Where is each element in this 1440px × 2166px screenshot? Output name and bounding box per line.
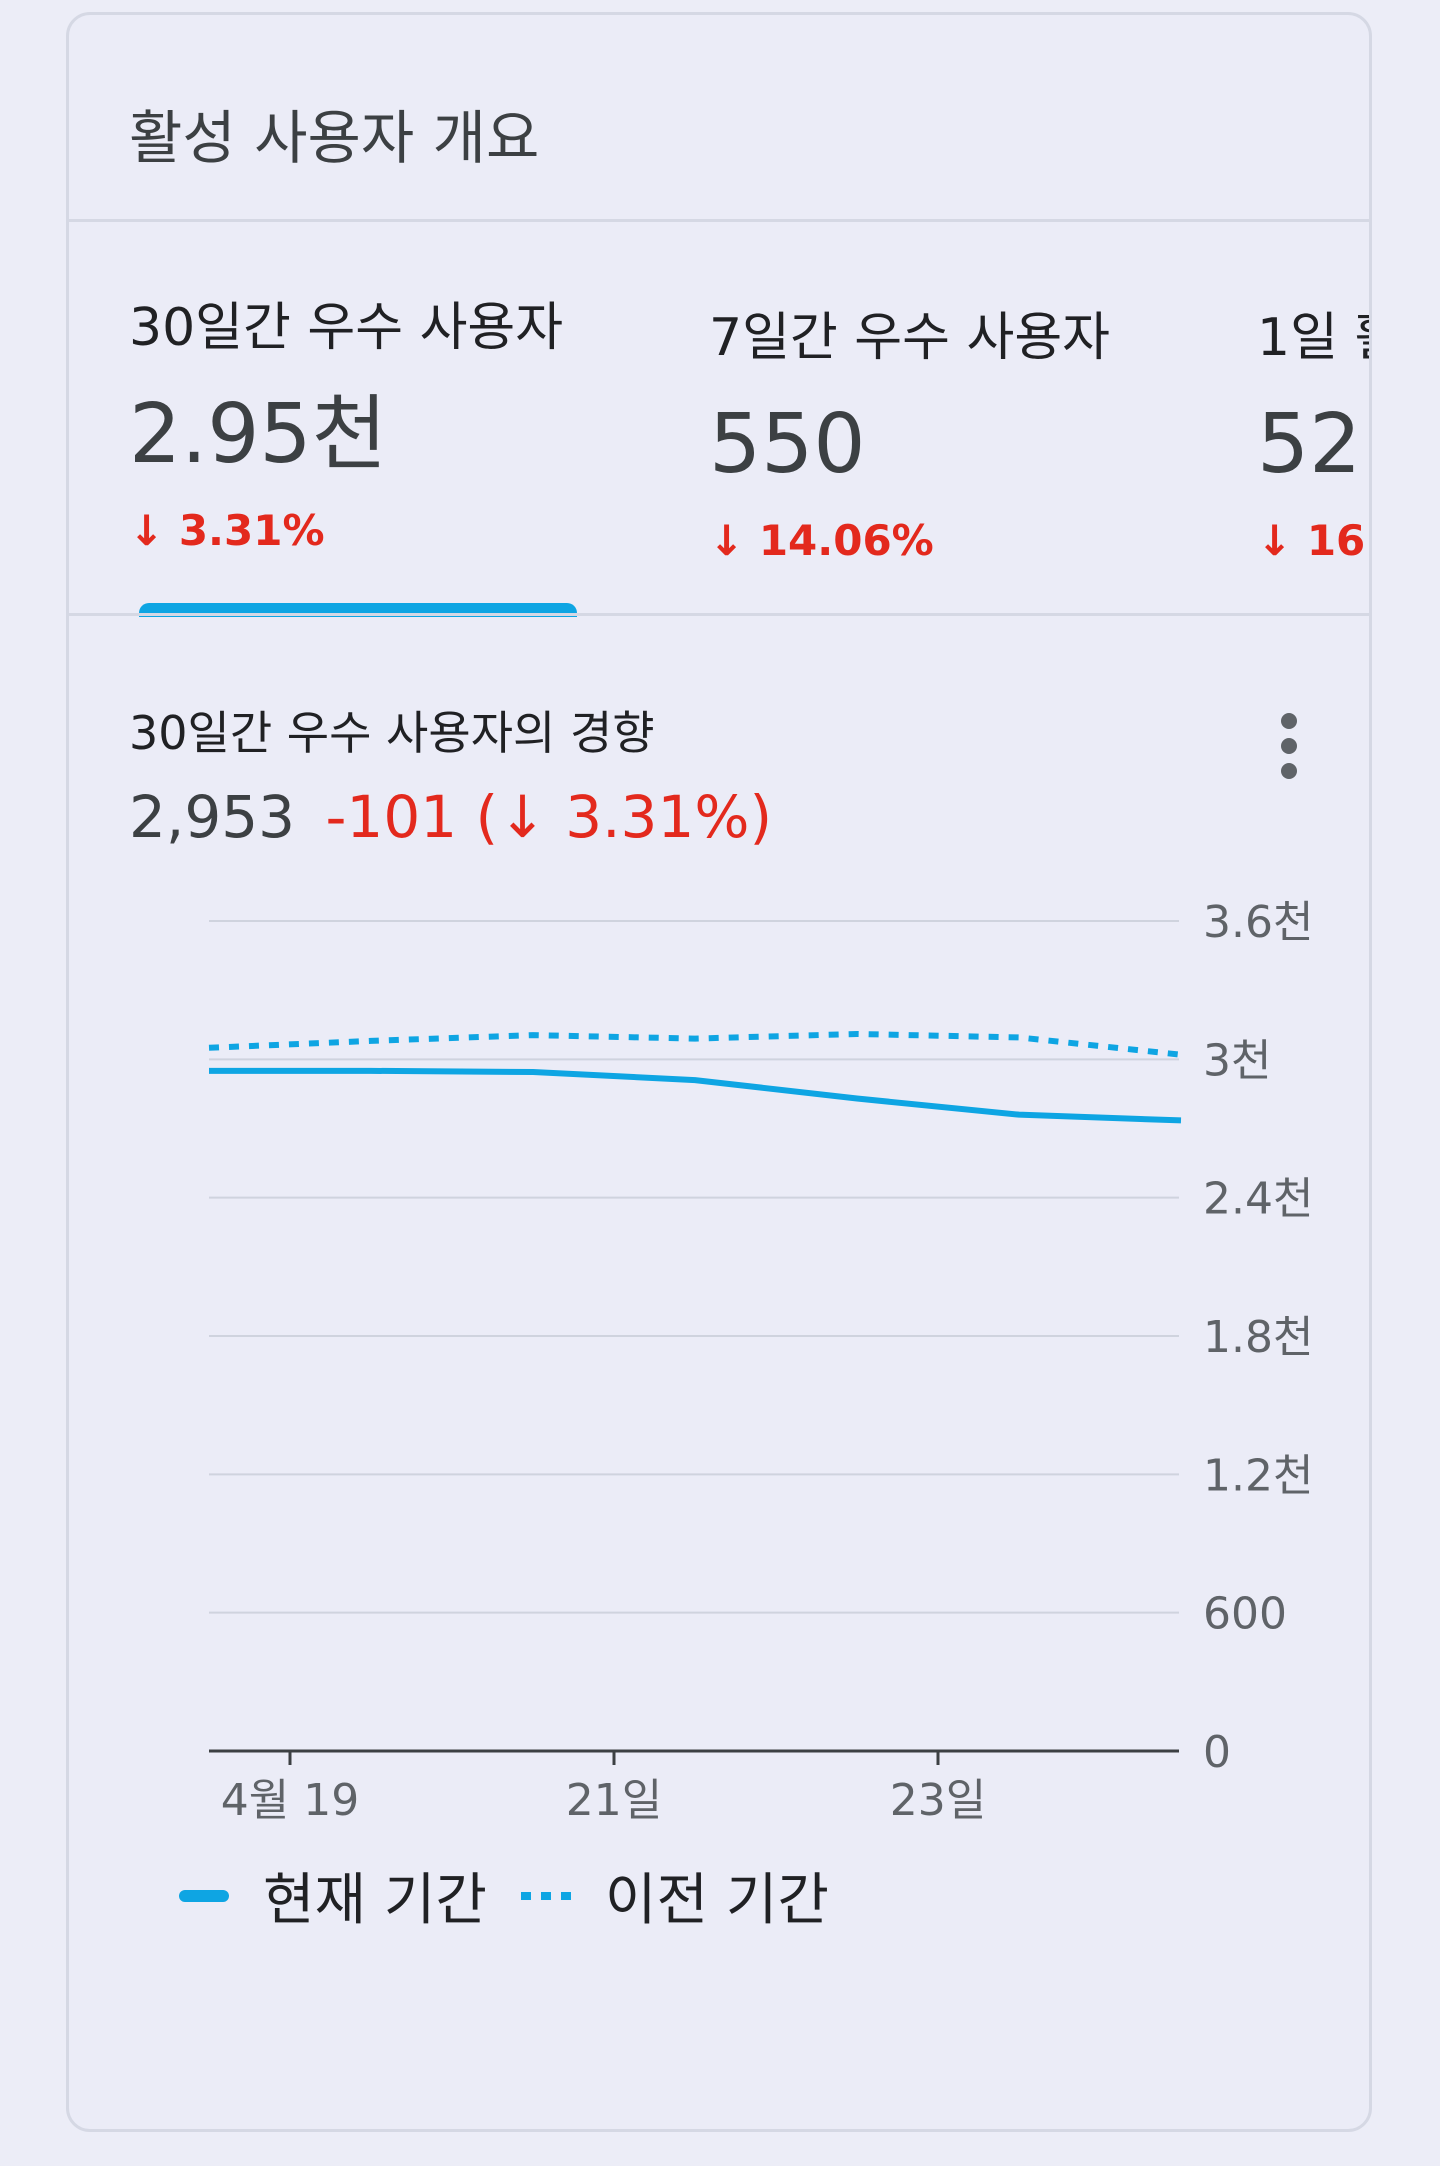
x-tick-label: 21일 [566,1775,662,1826]
tabs-divider [69,613,1369,616]
y-tick-label: 0 [1203,1727,1231,1778]
trend-title: 30일간 우수 사용자의 경향 [129,706,655,760]
legend-dotted-swatch [521,1891,571,1900]
tab-label: 1일 활성 사용자 [1257,308,1369,368]
card-title: 활성 사용자 개요 [129,104,540,172]
grid-lines [209,920,1179,1753]
y-tick-label: 1.2천 [1203,1450,1313,1501]
tab-label: 30일간 우수 사용자 [129,298,564,358]
legend-label: 이전 기간 [605,1868,829,1933]
tab-value: 52 [1257,397,1362,492]
y-tick-label: 3.6천 [1203,897,1313,948]
tab-value: 550 [709,397,866,492]
dot [1281,713,1297,729]
dot [1281,738,1297,754]
y-tick-label: 2.4천 [1203,1174,1313,1225]
y-tick-label: 1.8천 [1203,1312,1313,1363]
y-axis-labels: 0 600 1.2천 1.8천 2.4천 3천 3.6천 [1203,897,1313,1778]
x-tick-label: 23일 [890,1775,986,1826]
series-previous-period [208,1030,1182,1058]
tab-value: 2.95천 [129,387,388,482]
legend-solid-swatch [179,1889,229,1902]
trend-summary: 2,953 -101 (↓ 3.31%) [129,783,772,851]
tab-30-day-users[interactable]: 30일간 우수 사용자 2.95천 ↓ 3.31% [129,285,563,555]
tab-label: 7일간 우수 사용자 [709,308,1111,368]
x-tick-label: 4월 19 [221,1775,359,1826]
x-axis-labels: 4월 19 21일 23일 [221,1751,986,1826]
y-tick-label: 3천 [1203,1035,1271,1086]
trend-value: 2,953 [129,783,296,851]
tab-change: ↓ 3.31% [129,506,325,555]
active-users-overview-card: 활성 사용자 개요 30일간 우수 사용자 2.95천 ↓ 3.31% 7일간 … [66,12,1372,2132]
line-chart: 0 600 1.2천 1.8천 2.4천 3천 3.6천 4월 19 21일 23일 [208,897,1313,1826]
legend-current-period[interactable]: 현재 기간 [179,1855,487,1936]
header-divider [69,219,1369,222]
trend-delta: -101 (↓ 3.31%) [325,783,773,851]
legend-previous-period[interactable]: 이전 기간 [521,1855,829,1936]
legend-label: 현재 기간 [263,1868,487,1933]
dot [1281,763,1297,779]
y-tick-label: 600 [1203,1589,1287,1640]
tab-7-day-users[interactable]: 7일간 우수 사용자 550 ↓ 14.06% [709,295,1110,565]
tab-change: ↓ 16. [1257,516,1372,565]
tab-change: ↓ 14.06% [709,516,934,565]
series-lines [208,1030,1182,1124]
tab-1-day-users[interactable]: 1일 활성 사용자 52 ↓ 16. [1257,295,1372,565]
more-vert-icon[interactable] [1259,701,1319,791]
series-current-period [209,1067,1182,1124]
